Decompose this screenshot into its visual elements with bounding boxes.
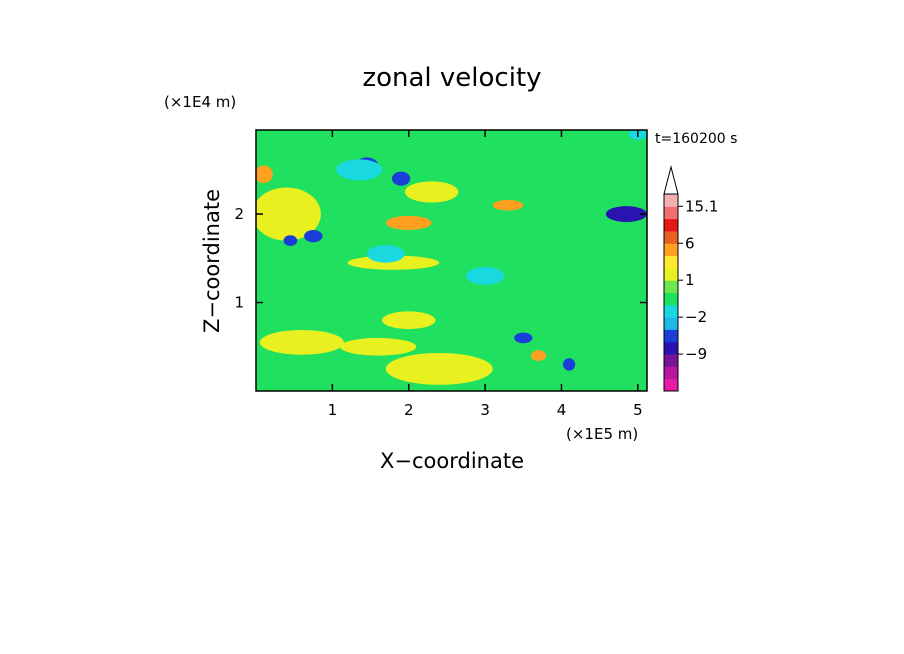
x-tick-label: 1 [328, 401, 338, 419]
x-tick-label: 3 [480, 401, 490, 419]
y-axis: 12 [234, 205, 647, 312]
x-axis: 1 2 3 4 5 [328, 130, 643, 419]
field-feature [404, 181, 459, 203]
colorbar-label: 6 [685, 234, 695, 252]
field-feature [256, 187, 321, 241]
field-feature [562, 358, 576, 371]
field-feature [514, 332, 533, 344]
field-feature [530, 350, 547, 361]
x-tick-label: 5 [633, 401, 643, 419]
colorbar-segment [664, 280, 678, 293]
colorbar: 15.1 6 1 −2 −9 [663, 165, 718, 392]
field-feature [385, 215, 432, 230]
colorbar-segment [664, 243, 678, 257]
colorbar-segment [664, 255, 678, 269]
field-feature [391, 171, 411, 186]
colorbar-segment [664, 230, 678, 244]
y-axis-label: Z−coordinate [200, 189, 224, 333]
field-feature [492, 199, 524, 211]
colorbar-segment [664, 341, 678, 355]
field-feature [256, 165, 273, 184]
field-feature [340, 337, 417, 356]
field-feature [304, 229, 323, 243]
colorbar-label: −9 [685, 345, 707, 363]
x-tick-label: 4 [557, 401, 567, 419]
colorbar-label: −2 [685, 308, 707, 326]
field-feature [283, 235, 298, 246]
x-tick-label: 2 [404, 401, 414, 419]
plot-frame [255, 129, 648, 392]
x-axis-unit: (×1E5 m) [566, 425, 638, 443]
colorbar-segment [664, 366, 678, 380]
time-label: t=160200 s [655, 131, 737, 147]
colorbar-segment [664, 378, 678, 392]
field-feature [366, 245, 405, 263]
field-feature [466, 267, 505, 285]
colorbar-segment [664, 194, 678, 207]
colorbar-segment [664, 292, 678, 306]
velocity-field [256, 130, 647, 391]
colorbar-segment [664, 218, 678, 232]
y-axis-unit: (×1E4 m) [164, 93, 236, 111]
colorbar-segment [664, 304, 678, 318]
field-feature [385, 352, 493, 385]
colorbar-segment [664, 354, 678, 367]
colorbar-label: 15.1 [685, 197, 718, 215]
y-tick-label: 2 [234, 205, 244, 223]
colorbar-label: 1 [685, 271, 695, 289]
y-tick-label: 1 [234, 294, 244, 312]
field-feature [259, 329, 344, 355]
field-feature [605, 206, 647, 223]
colorbar-segment [664, 267, 678, 281]
field-feature [336, 159, 383, 181]
field-feature [382, 311, 436, 330]
chart-title: zonal velocity [362, 63, 541, 93]
x-axis-label: X−coordinate [380, 449, 524, 473]
colorbar-segment [664, 317, 678, 330]
colorbar-extend-arrow [663, 165, 679, 195]
colorbar-segment [664, 206, 678, 220]
colorbar-segment [664, 329, 678, 343]
